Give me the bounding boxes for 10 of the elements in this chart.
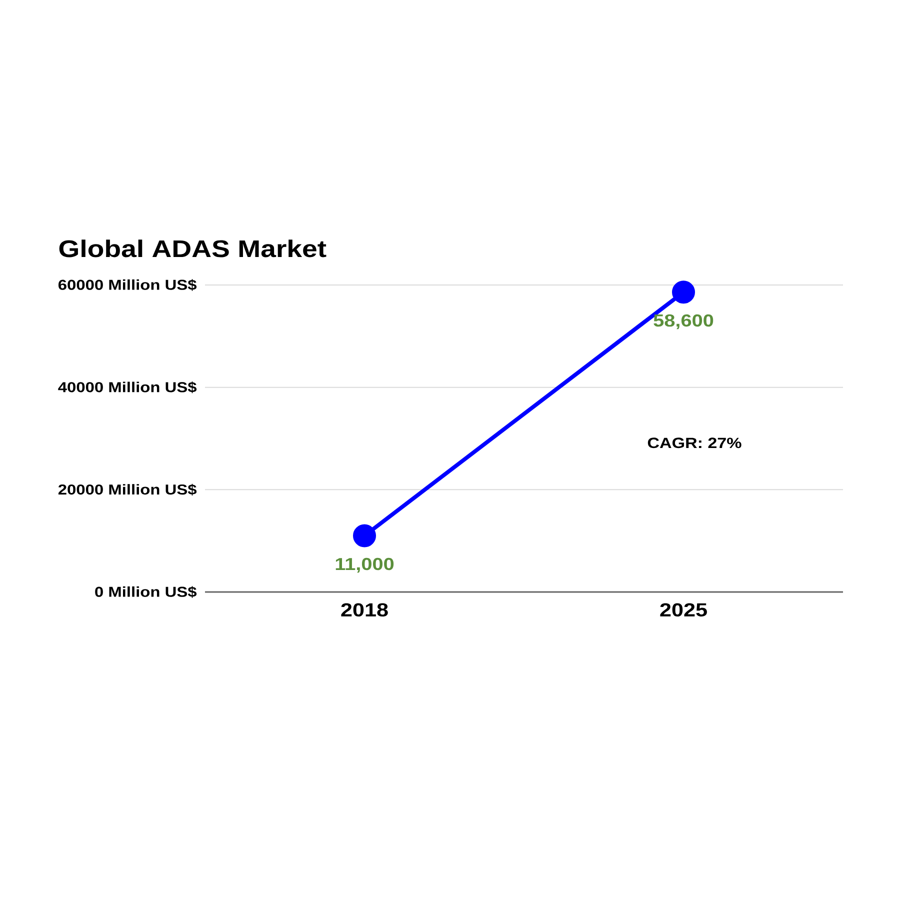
y-tick-label: 40000 Million US$ [58, 381, 197, 394]
y-tick-label: 0 Million US$ [95, 586, 197, 598]
y-tick-label: 20000 Million US$ [58, 484, 197, 496]
y-tick-label: 60000 Million US$ [58, 279, 197, 291]
data-label: 58,600 [654, 314, 714, 330]
chart-title: Global ADAS Market [59, 240, 326, 258]
annotation: CAGR: 27% [648, 438, 742, 448]
data-label: 11,000 [336, 558, 394, 573]
x-tick-label: 2018 [341, 603, 388, 617]
x-tick-label: 2025 [660, 603, 707, 617]
